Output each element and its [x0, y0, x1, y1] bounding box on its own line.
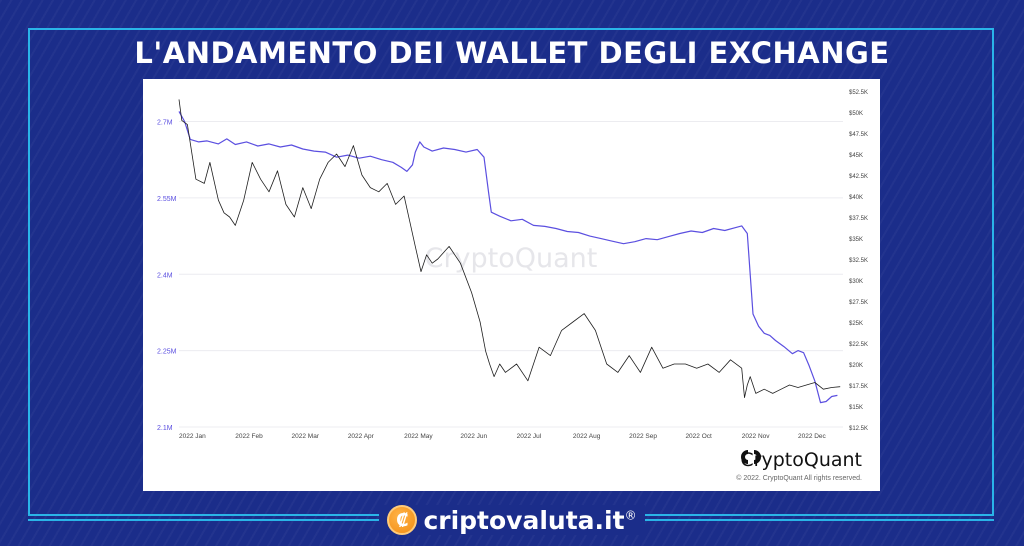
y-right-tick-label: $22.5K — [849, 342, 868, 348]
footer-line-right — [636, 519, 994, 521]
footer-line-left — [28, 519, 388, 521]
y-right-tick-label: $27.5K — [849, 300, 868, 306]
y-left-tick-label: 2.4M — [157, 272, 173, 279]
series-line-wallet — [178, 111, 838, 404]
y-right-tick-label: $40K — [849, 195, 863, 201]
x-tick-label: 2022 Nov — [742, 433, 771, 440]
logo-text: CryptoQuant — [740, 449, 862, 471]
y-right-tick-label: $52.5K — [849, 90, 868, 96]
series-line-price — [178, 99, 841, 399]
y-right-tick-label: $35K — [849, 237, 863, 243]
x-tick-label: 2022 Jun — [460, 433, 487, 440]
footer-brand: ₡ criptovaluta.it® — [379, 505, 645, 535]
footer: ₡ criptovaluta.it® — [0, 500, 1024, 540]
y-left-tick-label: 2.7M — [157, 120, 173, 127]
y-right-tick-label: $50K — [849, 111, 863, 117]
watermark: CryptoQuant — [425, 243, 598, 274]
x-tick-label: 2022 Oct — [685, 433, 712, 440]
x-tick-label: 2022 Mar — [292, 433, 320, 440]
y-left-tick-label: 2.55M — [157, 196, 177, 203]
y-right-tick-label: $25K — [849, 321, 863, 327]
y-right-tick-label: $37.5K — [849, 216, 868, 222]
y-right-tick-label: $15K — [849, 405, 863, 411]
x-tick-label: 2022 Apr — [348, 433, 375, 440]
x-tick-label: 2022 Sep — [629, 433, 657, 440]
x-tick-label: 2022 Feb — [235, 433, 263, 440]
page-title: L'ANDAMENTO DEI WALLET DEGLI EXCHANGE — [134, 36, 890, 70]
x-tick-label: 2022 Dec — [798, 433, 827, 440]
registered-mark: ® — [624, 508, 637, 523]
chart-panel: 2.7M 2.55M 2.4M 2.25M 2.1M $52.5K $50K $47.5K $4… — [143, 79, 880, 491]
x-tick-label: 2022 Jul — [517, 433, 542, 440]
coin-icon: ₡ — [387, 505, 418, 535]
y-left-tick-label: 2.1M — [157, 425, 173, 432]
y-right-tick-label: $47.5K — [849, 132, 868, 138]
y-right-tick-label: $30K — [849, 279, 863, 285]
cryptoquant-logo-icon — [741, 450, 762, 464]
x-tick-label: 2022 Jan — [179, 433, 206, 440]
y-right-tick-label: $12.5K — [849, 426, 868, 432]
x-tick-label: 2022 Aug — [573, 433, 601, 440]
y-right-tick-label: $20K — [849, 363, 863, 369]
copyright-text: © 2022. CryptoQuant All rights reserved. — [736, 475, 862, 482]
y-left-tick-label: 2.25M — [157, 349, 177, 356]
y-right-tick-label: $45K — [849, 153, 863, 159]
y-right-tick-label: $32.5K — [849, 258, 868, 264]
brand-name: criptovaluta.it® — [423, 505, 637, 535]
cryptoquant-logo: CryptoQuant — [740, 449, 862, 471]
y-right-tick-label: $17.5K — [849, 384, 868, 390]
x-tick-label: 2022 May — [404, 433, 433, 440]
chart-svg: 2.7M 2.55M 2.4M 2.25M 2.1M $52.5K $50K $47.5K $4… — [157, 90, 868, 440]
y-right-tick-label: $42.5K — [849, 174, 868, 180]
